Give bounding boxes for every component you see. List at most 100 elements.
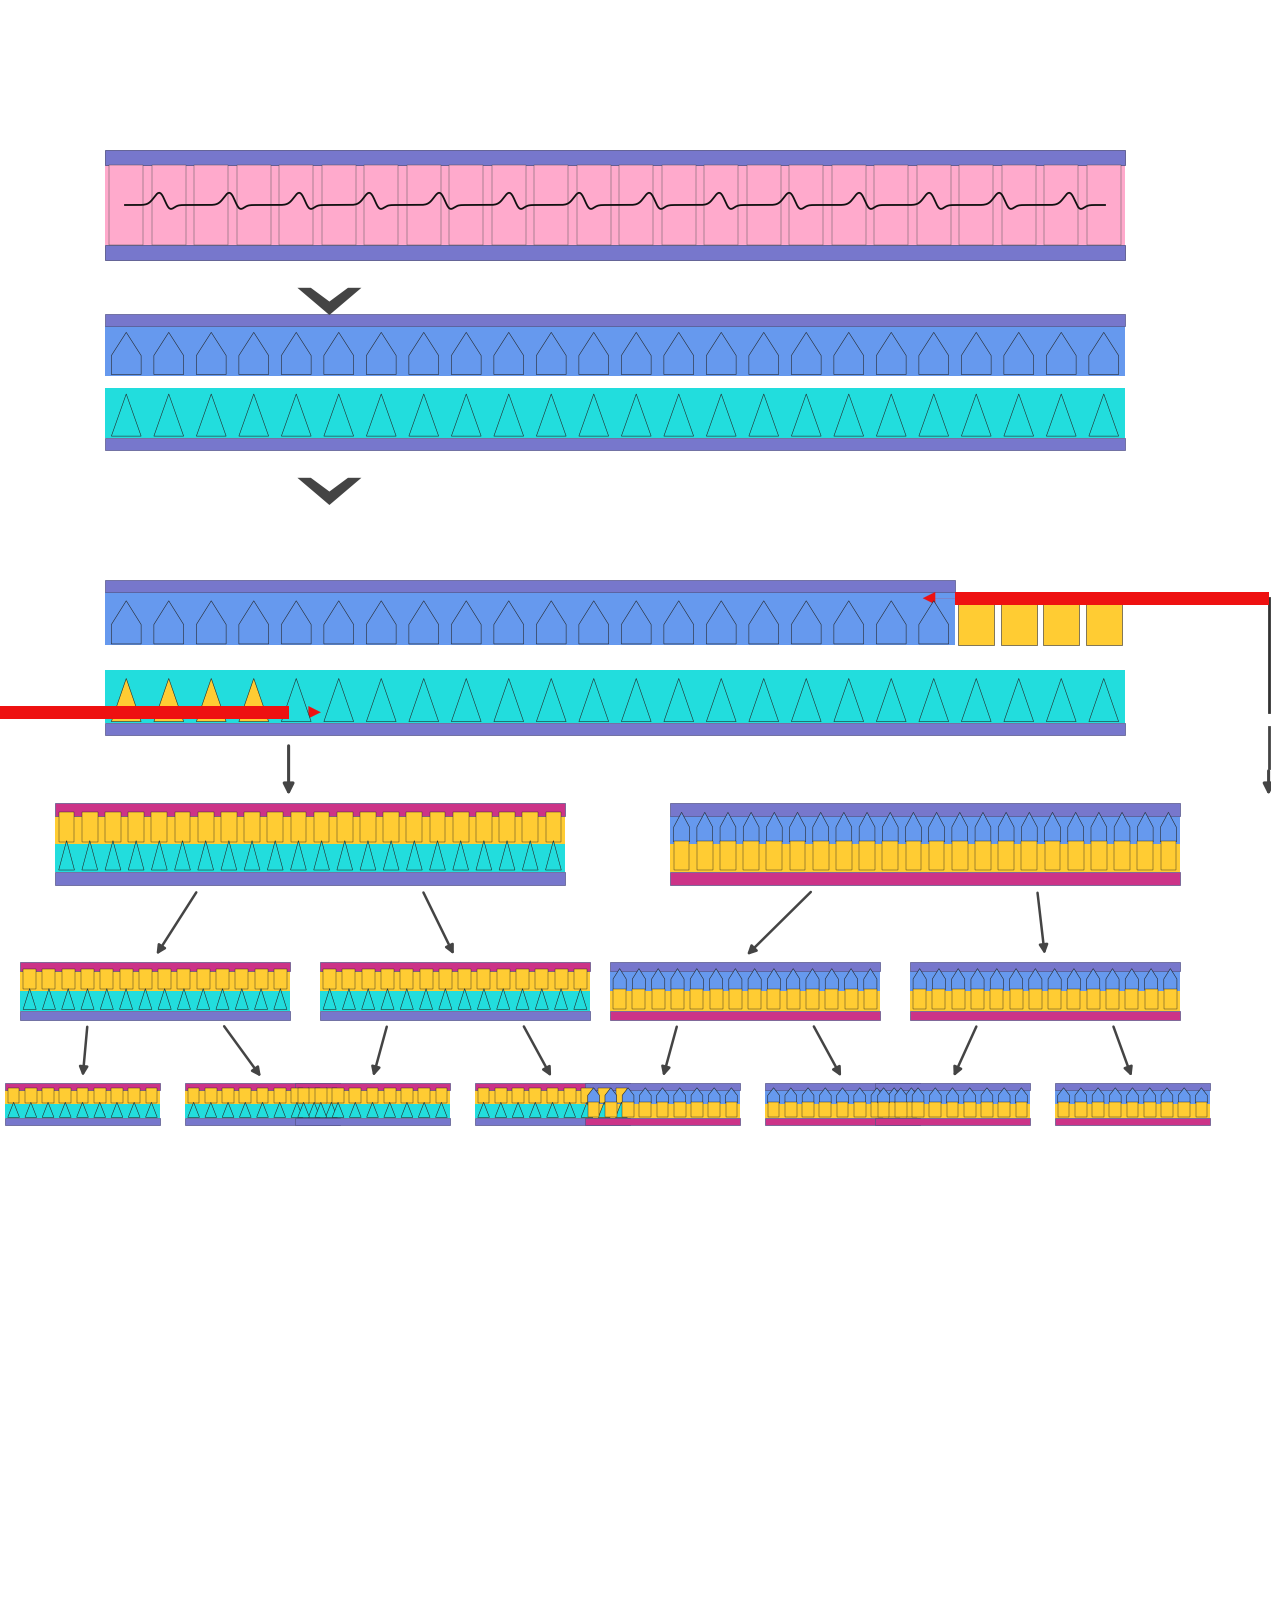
Bar <box>768 989 780 1010</box>
Bar <box>186 1104 341 1118</box>
Bar <box>257 1088 268 1102</box>
Bar <box>605 1102 616 1117</box>
Bar <box>273 968 287 989</box>
Bar <box>1016 1102 1027 1117</box>
Bar <box>929 1102 941 1117</box>
Polygon shape <box>792 600 821 643</box>
Polygon shape <box>768 1088 779 1102</box>
Bar <box>916 165 951 245</box>
Polygon shape <box>197 678 226 722</box>
Bar <box>516 968 529 989</box>
Polygon shape <box>744 813 759 842</box>
Polygon shape <box>42 1102 53 1117</box>
Polygon shape <box>707 394 736 437</box>
Polygon shape <box>530 1102 541 1117</box>
Polygon shape <box>792 678 821 722</box>
Bar <box>402 1088 413 1102</box>
Bar <box>475 1118 630 1125</box>
Polygon shape <box>707 600 736 643</box>
Polygon shape <box>726 1088 737 1102</box>
Bar <box>325 1088 337 1102</box>
Bar <box>105 165 1125 245</box>
Bar <box>1115 840 1130 870</box>
Polygon shape <box>1138 813 1153 842</box>
Bar <box>958 598 994 645</box>
Polygon shape <box>707 333 736 374</box>
Bar <box>1087 165 1121 245</box>
Polygon shape <box>1196 1088 1207 1102</box>
Bar <box>1022 840 1037 870</box>
Bar <box>697 840 713 870</box>
Polygon shape <box>216 989 229 1010</box>
Polygon shape <box>998 1088 1010 1102</box>
Bar <box>990 989 1003 1010</box>
Polygon shape <box>254 989 268 1010</box>
Polygon shape <box>913 968 927 989</box>
Polygon shape <box>314 840 329 870</box>
Polygon shape <box>895 1088 906 1102</box>
Bar <box>831 165 866 245</box>
Bar <box>1055 1104 1210 1118</box>
Bar <box>0 706 289 718</box>
Polygon shape <box>639 1088 651 1102</box>
Bar <box>320 971 590 990</box>
Polygon shape <box>23 989 36 1010</box>
Bar <box>882 840 899 870</box>
Polygon shape <box>381 989 394 1010</box>
Bar <box>859 840 874 870</box>
Bar <box>785 1102 797 1117</box>
Polygon shape <box>622 394 651 437</box>
Bar <box>105 723 1125 734</box>
Bar <box>744 840 759 870</box>
Polygon shape <box>749 678 779 722</box>
Bar <box>728 989 742 1010</box>
Polygon shape <box>878 1088 890 1102</box>
Polygon shape <box>1125 968 1139 989</box>
Polygon shape <box>112 394 141 437</box>
Bar <box>105 437 1125 450</box>
Bar <box>105 326 1125 376</box>
Bar <box>573 968 587 989</box>
Bar <box>768 1102 779 1117</box>
Bar <box>20 971 290 990</box>
Bar <box>691 1102 703 1117</box>
Bar <box>534 165 568 245</box>
Polygon shape <box>623 1088 634 1102</box>
Bar <box>151 813 168 842</box>
Polygon shape <box>834 333 863 374</box>
Bar <box>475 1083 630 1090</box>
Polygon shape <box>663 600 694 643</box>
Polygon shape <box>281 600 311 643</box>
Bar <box>438 968 452 989</box>
Polygon shape <box>291 840 306 870</box>
Bar <box>522 813 538 842</box>
Bar <box>975 840 991 870</box>
Bar <box>280 165 313 245</box>
Bar <box>350 1088 361 1102</box>
Bar <box>500 813 515 842</box>
Polygon shape <box>494 1102 507 1117</box>
Polygon shape <box>154 678 183 722</box>
Polygon shape <box>913 1088 924 1102</box>
Bar <box>418 1088 430 1102</box>
Polygon shape <box>1144 1088 1155 1102</box>
Bar <box>690 989 703 1010</box>
Bar <box>62 968 75 989</box>
Polygon shape <box>825 968 839 989</box>
Bar <box>291 1088 302 1102</box>
Polygon shape <box>1106 968 1118 989</box>
Polygon shape <box>451 600 482 643</box>
Bar <box>547 1088 558 1102</box>
Bar <box>109 165 144 245</box>
Bar <box>1057 1102 1069 1117</box>
Bar <box>244 813 261 842</box>
Bar <box>320 990 590 1011</box>
Polygon shape <box>961 678 991 722</box>
Bar <box>874 1118 1030 1125</box>
Polygon shape <box>836 1088 848 1102</box>
Polygon shape <box>749 600 779 643</box>
Bar <box>812 840 829 870</box>
Bar <box>610 962 880 971</box>
Bar <box>585 1104 740 1118</box>
Bar <box>178 968 191 989</box>
